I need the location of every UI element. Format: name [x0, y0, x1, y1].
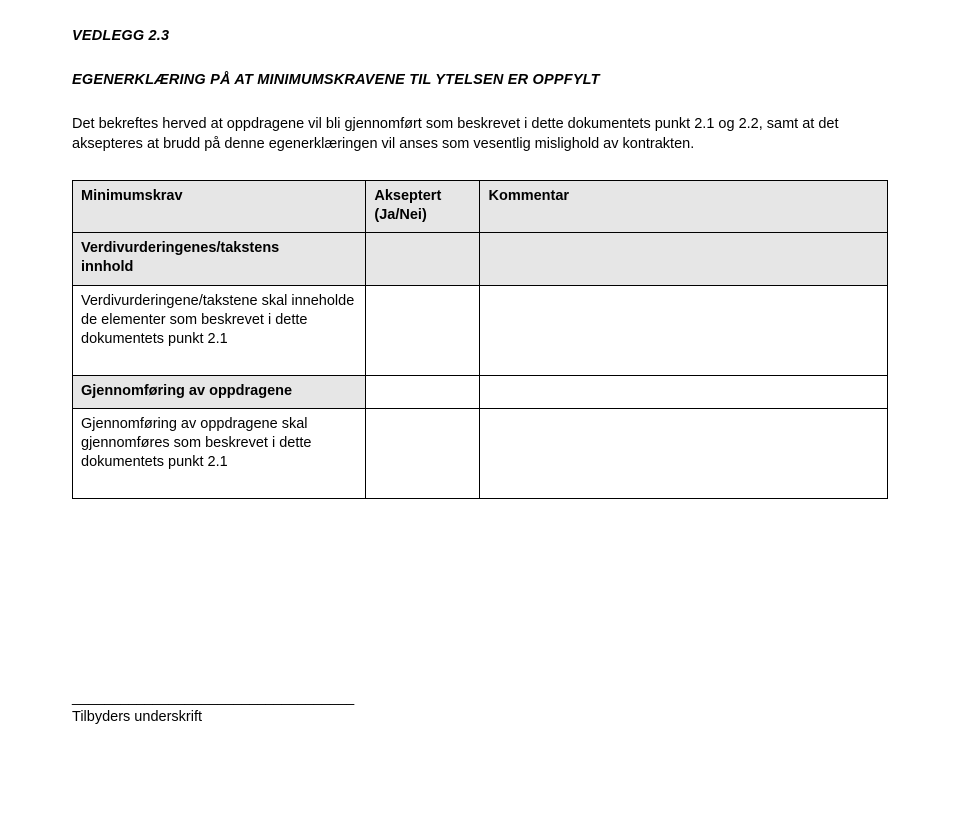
section1-title: Verdivurderingenes/takstens innhold: [73, 233, 366, 285]
header-col-accepted: Akseptert (Ja/Nei): [366, 181, 480, 233]
table-row: Gjennomføring av oppdragene skal gjennom…: [73, 408, 888, 498]
section1-title-row: Verdivurderingenes/takstens innhold: [73, 233, 888, 285]
header-accepted-line2: (Ja/Nei): [374, 207, 426, 223]
header-col-comment: Kommentar: [480, 181, 888, 233]
requirements-table: Minimumskrav Akseptert (Ja/Nei) Kommenta…: [72, 180, 888, 499]
attachment-label: VEDLEGG 2.3: [72, 28, 888, 44]
signature-line[interactable]: ___________________________________: [72, 689, 888, 709]
document-page: VEDLEGG 2.3 EGENERKLÆRING PÅ AT MINIMUMS…: [0, 0, 960, 768]
section1-title-line1: Verdivurderingenes/takstens: [81, 240, 279, 256]
row1-accepted-cell[interactable]: [366, 285, 480, 375]
signature-label: Tilbyders underskrift: [72, 708, 888, 728]
header-col-minimum: Minimumskrav: [73, 181, 366, 233]
row2-requirement: Gjennomføring av oppdragene skal gjennom…: [73, 408, 366, 498]
section1-comment-cell: [480, 233, 888, 285]
document-title: EGENERKLÆRING PÅ AT MINIMUMSKRAVENE TIL …: [72, 72, 888, 88]
row2-comment-cell[interactable]: [480, 408, 888, 498]
row1-comment-cell[interactable]: [480, 285, 888, 375]
row2-accepted-cell[interactable]: [366, 408, 480, 498]
section2-title: Gjennomføring av oppdragene: [73, 375, 366, 408]
table-row: Verdivurderingene/takstene skal innehold…: [73, 285, 888, 375]
section1-accepted-cell: [366, 233, 480, 285]
section2-title-row: Gjennomføring av oppdragene: [73, 375, 888, 408]
intro-paragraph: Det bekreftes herved at oppdragene vil b…: [72, 114, 888, 154]
row1-requirement: Verdivurderingene/takstene skal innehold…: [73, 285, 366, 375]
signature-block: ___________________________________ Tilb…: [72, 689, 888, 728]
table-header-row: Minimumskrav Akseptert (Ja/Nei) Kommenta…: [73, 181, 888, 233]
header-accepted-line1: Akseptert: [374, 188, 441, 204]
section1-title-line2: innhold: [81, 259, 133, 275]
section2-accepted-cell: [366, 375, 480, 408]
section2-comment-cell: [480, 375, 888, 408]
